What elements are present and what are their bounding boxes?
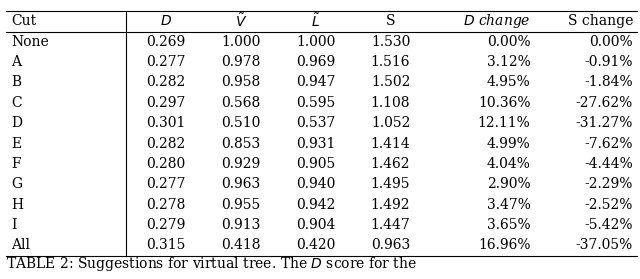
Text: 0.537: 0.537 <box>296 116 335 130</box>
Text: 0.420: 0.420 <box>296 238 335 252</box>
Text: 0.940: 0.940 <box>296 177 335 191</box>
Text: 1.492: 1.492 <box>371 198 410 212</box>
Text: 0.929: 0.929 <box>221 157 260 171</box>
Text: 0.958: 0.958 <box>221 75 260 90</box>
Text: 0.963: 0.963 <box>221 177 260 191</box>
Text: 16.96%: 16.96% <box>478 238 531 252</box>
Text: H: H <box>12 198 24 212</box>
Text: 1.447: 1.447 <box>371 218 410 232</box>
Text: 1.108: 1.108 <box>371 96 410 110</box>
Text: E: E <box>12 136 22 151</box>
Text: 0.279: 0.279 <box>147 218 186 232</box>
Text: 0.418: 0.418 <box>221 238 260 252</box>
Text: 0.315: 0.315 <box>147 238 186 252</box>
Text: 1.000: 1.000 <box>296 35 335 49</box>
Text: G: G <box>12 177 22 191</box>
Text: 0.510: 0.510 <box>221 116 260 130</box>
Text: 0.969: 0.969 <box>296 55 335 69</box>
Text: 0.853: 0.853 <box>221 136 260 151</box>
Text: 0.931: 0.931 <box>296 136 335 151</box>
Text: 1.000: 1.000 <box>221 35 260 49</box>
Text: 0.297: 0.297 <box>147 96 186 110</box>
Text: -37.05%: -37.05% <box>576 238 633 252</box>
Text: 4.95%: 4.95% <box>487 75 531 90</box>
Text: 2.90%: 2.90% <box>487 177 531 191</box>
Text: A: A <box>12 55 22 69</box>
Text: I: I <box>12 218 17 232</box>
Text: 0.904: 0.904 <box>296 218 335 232</box>
Text: 1.414: 1.414 <box>371 136 410 151</box>
Text: 10.36%: 10.36% <box>478 96 531 110</box>
Text: $\tilde{L}$: $\tilde{L}$ <box>311 13 321 30</box>
Text: Cut: Cut <box>12 14 36 28</box>
Text: 3.65%: 3.65% <box>487 218 531 232</box>
Text: 0.277: 0.277 <box>146 177 186 191</box>
Text: 0.280: 0.280 <box>147 157 186 171</box>
Text: 3.12%: 3.12% <box>487 55 531 69</box>
Text: 0.00%: 0.00% <box>487 35 531 49</box>
Text: $\tilde{V}$: $\tilde{V}$ <box>235 13 247 30</box>
Text: F: F <box>12 157 21 171</box>
Text: B: B <box>12 75 22 90</box>
Text: 0.978: 0.978 <box>221 55 260 69</box>
Text: -0.91%: -0.91% <box>584 55 633 69</box>
Text: -1.84%: -1.84% <box>584 75 633 90</box>
Text: $D$ change: $D$ change <box>463 12 531 30</box>
Text: $D$: $D$ <box>160 14 172 28</box>
Text: 0.913: 0.913 <box>221 218 260 232</box>
Text: 1.502: 1.502 <box>371 75 410 90</box>
Text: 0.947: 0.947 <box>296 75 335 90</box>
Text: -2.52%: -2.52% <box>584 198 633 212</box>
Text: 0.942: 0.942 <box>296 198 335 212</box>
Text: 1.052: 1.052 <box>371 116 410 130</box>
Text: 1.462: 1.462 <box>371 157 410 171</box>
Text: 0.955: 0.955 <box>221 198 260 212</box>
Text: 4.04%: 4.04% <box>486 157 531 171</box>
Text: 0.963: 0.963 <box>371 238 410 252</box>
Text: 0.595: 0.595 <box>296 96 335 110</box>
Text: 0.301: 0.301 <box>147 116 186 130</box>
Text: 0.905: 0.905 <box>296 157 335 171</box>
Text: 0.282: 0.282 <box>147 136 186 151</box>
Text: 4.99%: 4.99% <box>487 136 531 151</box>
Text: 1.530: 1.530 <box>371 35 410 49</box>
Text: None: None <box>12 35 49 49</box>
Text: 0.269: 0.269 <box>147 35 186 49</box>
Text: S: S <box>386 14 396 28</box>
Text: All: All <box>12 238 31 252</box>
Text: -27.62%: -27.62% <box>576 96 633 110</box>
Text: 0.00%: 0.00% <box>589 35 633 49</box>
Text: 3.47%: 3.47% <box>486 198 531 212</box>
Text: 1.495: 1.495 <box>371 177 410 191</box>
Text: -2.29%: -2.29% <box>584 177 633 191</box>
Text: 1.516: 1.516 <box>371 55 410 69</box>
Text: TABLE 2: Suggestions for virtual tree. The $D$ score for the: TABLE 2: Suggestions for virtual tree. T… <box>6 255 417 273</box>
Text: -7.62%: -7.62% <box>584 136 633 151</box>
Text: 0.282: 0.282 <box>147 75 186 90</box>
Text: 0.278: 0.278 <box>147 198 186 212</box>
Text: -5.42%: -5.42% <box>584 218 633 232</box>
Text: D: D <box>12 116 22 130</box>
Text: C: C <box>12 96 22 110</box>
Text: 0.277: 0.277 <box>146 55 186 69</box>
Text: -31.27%: -31.27% <box>575 116 633 130</box>
Text: 0.568: 0.568 <box>221 96 260 110</box>
Text: S change: S change <box>568 14 633 28</box>
Text: 12.11%: 12.11% <box>478 116 531 130</box>
Text: -4.44%: -4.44% <box>584 157 633 171</box>
